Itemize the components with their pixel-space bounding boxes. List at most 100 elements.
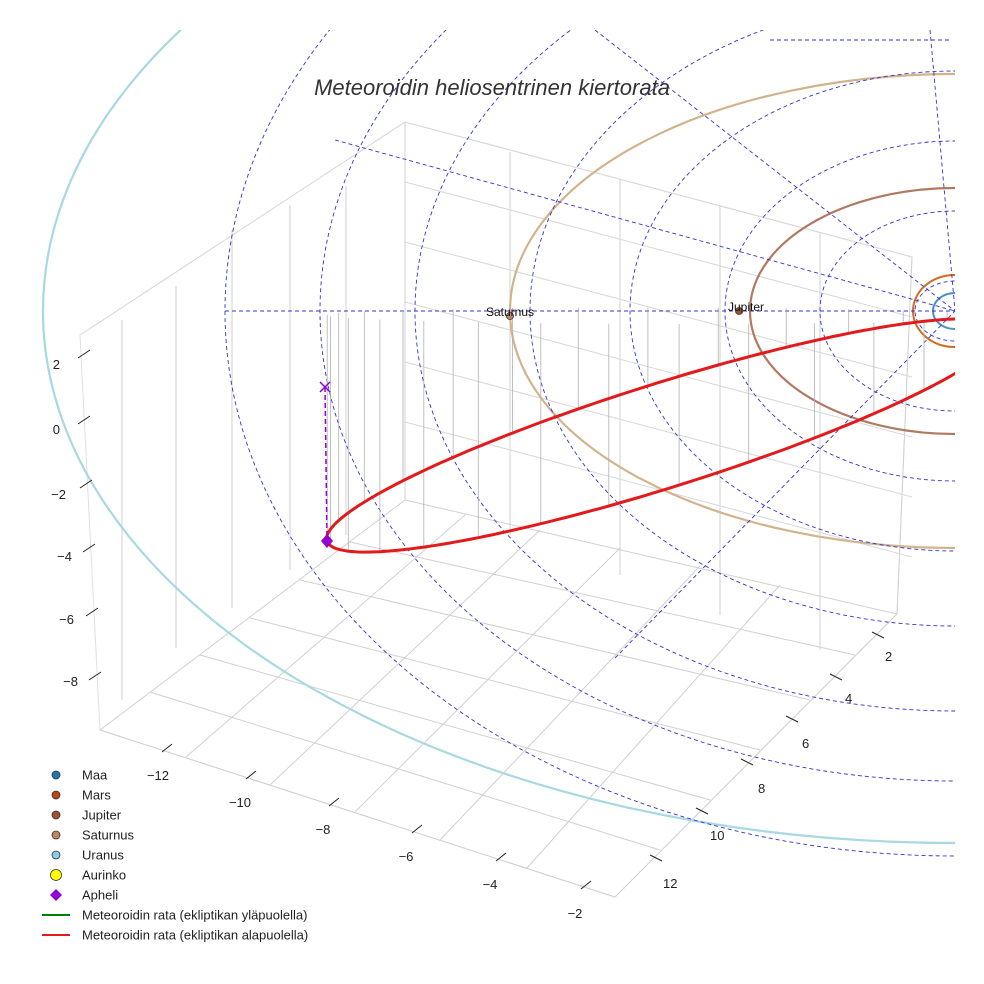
legend-circle-marker [51, 790, 61, 800]
ecliptic-spoke [614, 310, 955, 659]
ecliptic-spoke [929, 30, 955, 312]
legend-item: Maa [51, 768, 108, 783]
svg-text:−4: −4 [483, 877, 498, 892]
grid-line [404, 121, 913, 258]
grid-line [199, 654, 711, 801]
legend-label: Mars [82, 788, 111, 803]
legend-label: Jupiter [82, 808, 122, 823]
x-axis: −12 −10 −8 −6 −4 −2 [147, 743, 592, 921]
grid-line [149, 691, 661, 851]
grid-line [249, 617, 761, 751]
svg-text:−12: −12 [147, 768, 169, 783]
z-tick: 0 [53, 415, 91, 437]
z-axis: 2 0 −2 −4 −6 −8 [51, 349, 102, 689]
grid-line [354, 547, 621, 813]
x-tick: −10 [229, 770, 257, 810]
ecliptic-spoke [594, 30, 955, 312]
x-tick: −12 [147, 743, 173, 783]
y-tick: 6 [785, 715, 809, 751]
saturnus-label: Saturnus [486, 305, 534, 319]
z-tick: −8 [63, 671, 102, 689]
legend-label: Aurinko [82, 868, 126, 883]
legend-label: Uranus [82, 848, 124, 863]
y-tick: 4 [829, 673, 852, 706]
grid-line [404, 301, 913, 438]
legend-label: Meteoroidin rata (ekliptikan yläpuolella… [82, 908, 307, 923]
floor-grid-lines [99, 499, 898, 898]
back-wall-grid-lines [79, 121, 913, 558]
legend-label: Apheli [82, 888, 118, 903]
meteoroid-orbit-below [325, 317, 955, 554]
x-tick: −2 [568, 880, 592, 921]
y-tick: 8 [740, 758, 765, 796]
legend-circle-marker [51, 770, 61, 780]
grid-line [439, 565, 701, 841]
legend-item: Apheli [50, 888, 118, 903]
legend-diamond-marker [50, 889, 62, 901]
z-tick: −2 [51, 479, 93, 502]
svg-text:−8: −8 [63, 674, 78, 689]
svg-text:10: 10 [710, 828, 724, 843]
svg-text:12: 12 [663, 876, 677, 891]
z-tick: 2 [53, 349, 91, 372]
x-tick: −8 [316, 797, 340, 837]
y-axis: 2 4 6 8 10 12 [649, 631, 892, 891]
grid-line [299, 579, 811, 701]
legend-item: Uranus [51, 848, 124, 863]
x-tick: −4 [483, 852, 507, 892]
legend-item: Aurinko [50, 868, 126, 883]
aphelion-marker-projection [319, 381, 331, 393]
legend-item: Mars [51, 788, 111, 803]
y-tick: 12 [649, 854, 677, 891]
aphelion-drop-line [324, 386, 328, 541]
aphelion-marker [321, 534, 333, 548]
saturnus-point [506, 312, 514, 320]
orbits-layer [42, 30, 955, 844]
svg-text:−10: −10 [229, 795, 251, 810]
legend-item: Meteoroidin rata (ekliptikan alapuolella… [42, 928, 308, 943]
legend-circle-marker [51, 810, 61, 820]
svg-text:−6: −6 [399, 849, 414, 864]
ecliptic-grid [224, 30, 955, 857]
chart-title: Meteoroidin heliosentrinen kiertorata [314, 75, 670, 100]
grid-line [99, 499, 406, 731]
saturnus-orbit [509, 72, 955, 550]
meteoroid-drop-lines [326, 307, 948, 552]
svg-text:4: 4 [845, 691, 852, 706]
grid-line [404, 241, 913, 378]
grid-line [614, 613, 898, 898]
vertical-grid-lines [121, 122, 913, 700]
svg-text:6: 6 [802, 736, 809, 751]
ecliptic-ring [629, 70, 955, 552]
ecliptic-spoke [334, 139, 955, 312]
y-tick: 10 [695, 807, 724, 843]
svg-text:2: 2 [53, 357, 60, 372]
grid-line [404, 361, 913, 498]
svg-text:−6: −6 [59, 612, 74, 627]
grid-line [349, 541, 856, 656]
legend-item: Saturnus [51, 828, 135, 843]
svg-text:0: 0 [53, 422, 60, 437]
svg-text:8: 8 [758, 781, 765, 796]
legend-label: Meteoroidin rata (ekliptikan alapuolella… [82, 928, 308, 943]
legend-circle-marker [50, 869, 62, 881]
ecliptic-ring [414, 30, 955, 712]
grid-line [404, 499, 898, 615]
svg-text:−8: −8 [316, 822, 331, 837]
jupiter-label: Jupiter [728, 300, 764, 314]
grid-line [185, 514, 466, 758]
legend-item: Meteoroidin rata (ekliptikan yläpuolella… [42, 908, 307, 923]
svg-text:−4: −4 [57, 549, 72, 564]
grid-line [526, 584, 781, 869]
legend: Maa Mars Jupiter Saturnus Uranus Aurinko Aphel… [42, 768, 308, 943]
grid-line [404, 181, 913, 318]
svg-text:−2: −2 [51, 487, 66, 502]
svg-text:2: 2 [885, 649, 892, 664]
z-tick: −4 [57, 543, 96, 564]
jupiter-point [735, 307, 743, 315]
grid-line [404, 421, 913, 558]
legend-item: Jupiter [51, 808, 122, 823]
svg-text:−2: −2 [568, 906, 583, 921]
grid-line [99, 729, 616, 898]
